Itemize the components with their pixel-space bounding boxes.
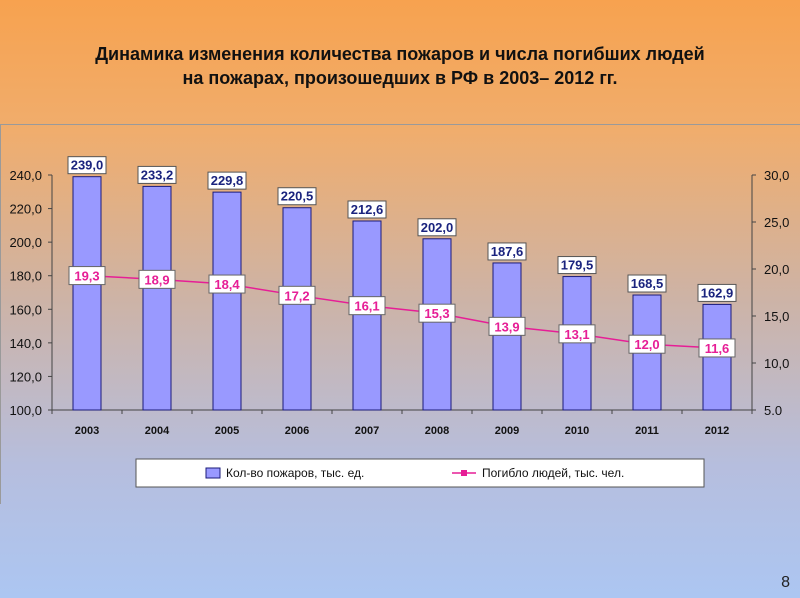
bar-label-box [487, 242, 527, 261]
bar-label-box [347, 200, 387, 219]
x-tick-label: 2004 [145, 425, 170, 437]
legend-line-label: Погибло людей, тыс. чел. [482, 466, 624, 480]
x-tick-label: 2005 [215, 425, 239, 437]
line-label-box [68, 266, 106, 286]
bar-data-label: 212,6 [351, 202, 384, 217]
line-data-label: 13,1 [564, 327, 589, 342]
y-left-tick-label: 200,0 [9, 235, 42, 250]
x-tick-label: 2006 [285, 425, 309, 437]
y-right-tick-label: 15,0 [764, 309, 789, 324]
chart-title: Динамика изменения количества пожаров и … [0, 42, 800, 90]
bar [212, 191, 242, 411]
line-data-label: 18,9 [144, 272, 169, 287]
legend [135, 458, 705, 488]
line-label-box [698, 338, 736, 358]
line-label-box [208, 274, 246, 294]
y-right-tick-label: 25,0 [764, 215, 789, 230]
x-tick-label: 2011 [635, 425, 659, 437]
line-data-label: 17,2 [284, 288, 309, 303]
y-right-tick-label: 5.0 [764, 403, 782, 418]
bar [142, 185, 172, 411]
line-label-box [278, 285, 316, 305]
y-right-tick-label: 10,0 [764, 356, 789, 371]
bar-data-label: 168,5 [631, 276, 664, 291]
chart-title-line-1: Динамика изменения количества пожаров и … [95, 44, 705, 64]
y-left-tick-label: 100,0 [9, 403, 42, 418]
y-left-tick-label: 180,0 [9, 269, 42, 284]
line-data-label: 15,3 [424, 306, 449, 321]
bar-label-box [137, 165, 177, 184]
bar-label-box [67, 156, 107, 175]
y-left-tick-label: 140,0 [9, 336, 42, 351]
y-left-tick-label: 220,0 [9, 202, 42, 217]
chart-title-line-2: на пожарах, произошедших в РФ в 2003– 20… [182, 68, 618, 88]
legend-bar-label: Кол-во пожаров, тыс. ед. [226, 466, 364, 480]
line-data-label: 13,9 [494, 319, 519, 334]
x-tick-label: 2007 [355, 425, 379, 437]
bar-label-box [627, 274, 667, 293]
slide-number: 8 [781, 574, 790, 591]
bar [422, 238, 452, 411]
bar-data-label: 229,8 [211, 173, 244, 188]
bar [492, 262, 522, 411]
line-label-box [558, 324, 596, 344]
x-tick-label: 2010 [565, 425, 589, 437]
bar [72, 176, 102, 411]
bar [282, 207, 312, 411]
bar-label-box [277, 187, 317, 206]
bar-label-box [697, 283, 737, 302]
y-left-tick-label: 240,0 [9, 168, 42, 183]
legend-line-marker [461, 470, 467, 476]
x-tick-label: 2012 [705, 425, 729, 437]
bar-data-label: 239,0 [71, 158, 104, 173]
line-label-box [418, 303, 456, 323]
bar-label-box [417, 218, 457, 237]
chart-area [0, 124, 800, 504]
y-left-tick-label: 160,0 [9, 302, 42, 317]
line-data-label: 16,1 [354, 299, 379, 314]
y-right-tick-label: 30,0 [764, 168, 789, 183]
bar-data-label: 220,5 [281, 189, 314, 204]
bar-data-label: 187,6 [491, 244, 524, 259]
bar [352, 220, 382, 411]
bar-data-label: 202,0 [421, 220, 454, 235]
x-tick-label: 2003 [75, 425, 99, 437]
bar-data-label: 233,2 [141, 167, 174, 182]
line-data-label: 11,6 [705, 341, 730, 356]
bar-data-label: 179,5 [561, 258, 594, 273]
line-data-label: 19,3 [74, 269, 99, 284]
x-tick-label: 2009 [495, 425, 519, 437]
bar-label-box [207, 171, 247, 190]
y-right-tick-label: 20,0 [764, 262, 789, 277]
line-label-box [628, 334, 666, 354]
x-tick-label: 2008 [425, 425, 449, 437]
legend-bar-swatch [205, 467, 221, 479]
line-label-box [488, 316, 526, 336]
line-data-label: 12,0 [634, 337, 659, 352]
line-label-box [138, 269, 176, 289]
y-left-tick-label: 120,0 [9, 369, 42, 384]
line-data-label: 18,4 [214, 277, 240, 292]
series-line [86, 274, 718, 349]
bar-data-label: 162,9 [701, 285, 734, 300]
line-label-box [348, 296, 386, 316]
bar-label-box [557, 256, 597, 275]
